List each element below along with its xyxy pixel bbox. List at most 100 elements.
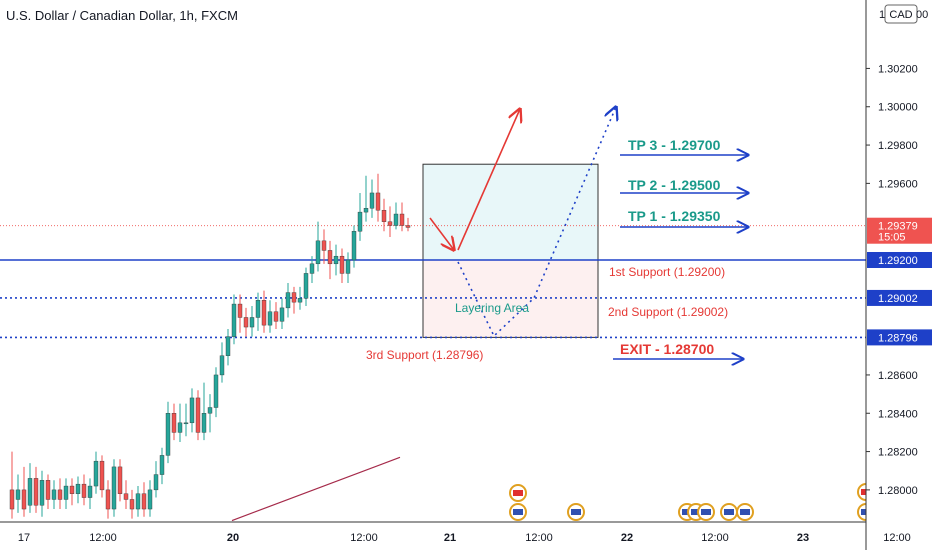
price-badge-2 [867, 252, 932, 268]
tp1-label: TP 1 - 1.29350 [628, 208, 721, 224]
time-tick-label: 21 [444, 532, 456, 544]
candle [225, 336, 231, 356]
candle [387, 221, 393, 226]
us-event-icon-5-fill [701, 509, 711, 515]
price-tick-label: 1.29600 [878, 178, 918, 190]
candle [243, 317, 249, 328]
price-badge-sub: 15:05 [878, 232, 906, 244]
candle [33, 478, 39, 506]
candle [93, 460, 99, 487]
candle [189, 397, 195, 424]
candle [153, 474, 159, 491]
candle [69, 485, 75, 494]
candle [195, 397, 201, 433]
candle [27, 478, 33, 506]
candle [255, 300, 261, 318]
support2-label: 2nd Support (1.29002) [608, 305, 728, 319]
candle [207, 407, 213, 414]
candle [171, 413, 177, 433]
candle [363, 208, 369, 213]
candle [39, 480, 45, 506]
zone-top-box [423, 164, 598, 260]
blue-dotted-path [457, 107, 616, 338]
time-tick-label: 12:00 [89, 532, 117, 544]
price-badge-4 [867, 329, 932, 346]
candle [393, 213, 399, 226]
red-arrow-down [429, 217, 454, 250]
candle [9, 489, 15, 510]
candle [135, 493, 141, 510]
price-tick-label: 1.30000 [878, 102, 918, 114]
candle [237, 303, 243, 318]
candle [21, 489, 27, 510]
candle [405, 225, 411, 228]
price-tick-label: 1.28600 [878, 370, 918, 382]
support1-label: 1st Support (1.29200) [609, 265, 725, 279]
candle [219, 355, 225, 376]
candle [87, 485, 93, 498]
candle [399, 213, 405, 226]
red-arrow-up [457, 109, 520, 251]
candle [123, 493, 129, 500]
candle [297, 298, 303, 303]
candle [81, 483, 87, 498]
time-tick-label: 12:00 [525, 532, 553, 544]
candle [213, 374, 219, 408]
candle [45, 480, 51, 500]
support3-label: 3rd Support (1.28796) [366, 348, 483, 362]
candle [309, 263, 315, 274]
time-tick-label: 12:00 [701, 532, 729, 544]
candle [333, 255, 339, 265]
currency-badge-label: CAD [889, 9, 912, 21]
candle [165, 413, 171, 456]
moving-average-line [231, 456, 401, 522]
candle [51, 489, 57, 500]
price-tick-label-top: 1 [879, 9, 885, 21]
candle [285, 292, 291, 309]
layering-area-label: Layering Area [455, 301, 529, 315]
candle [141, 493, 147, 510]
candle [375, 192, 381, 211]
candle [75, 483, 81, 494]
us-event-icon-4-fill [691, 509, 701, 515]
price-tick-label: 1.28400 [878, 408, 918, 420]
candle [249, 317, 255, 328]
candle [345, 259, 351, 274]
price-axis-bg [866, 0, 932, 550]
us-event-icon-6-fill [724, 509, 734, 515]
price-badge-label-4: 1.28796 [878, 332, 918, 344]
candle [327, 250, 333, 265]
candle [381, 209, 387, 222]
candle [273, 311, 279, 322]
candle [369, 192, 375, 209]
tp3-label: TP 3 - 1.29700 [628, 137, 721, 153]
candle [159, 455, 165, 475]
us-event-icon-1-fill [513, 509, 523, 515]
candle [267, 311, 273, 326]
candle [57, 489, 63, 500]
us-event-icon-2-fill [571, 509, 581, 515]
currency-badge [884, 4, 918, 24]
price-tick-label: 1.28000 [878, 485, 918, 497]
candle [357, 211, 363, 232]
candle [321, 240, 327, 251]
price-tick-label: 1.29800 [878, 140, 918, 152]
time-tick-label: 22 [621, 532, 633, 544]
price-tick-label: 1.30200 [878, 63, 918, 75]
price-badge-label-3: 1.29002 [878, 293, 918, 305]
exit-label: EXIT - 1.28700 [620, 341, 714, 357]
time-tick-label: 12:00 [350, 532, 378, 544]
time-tick-label: 23 [797, 532, 809, 544]
candle [201, 413, 207, 433]
candle [351, 231, 357, 261]
candle [339, 255, 345, 274]
candle [303, 273, 309, 299]
price-badge-3 [867, 289, 932, 306]
us-event-icon-7-fill [740, 509, 750, 515]
candle [177, 422, 183, 433]
time-tick-label: 12:00 [883, 532, 911, 544]
candle [183, 422, 189, 425]
candle [63, 485, 69, 500]
candle [147, 489, 153, 510]
